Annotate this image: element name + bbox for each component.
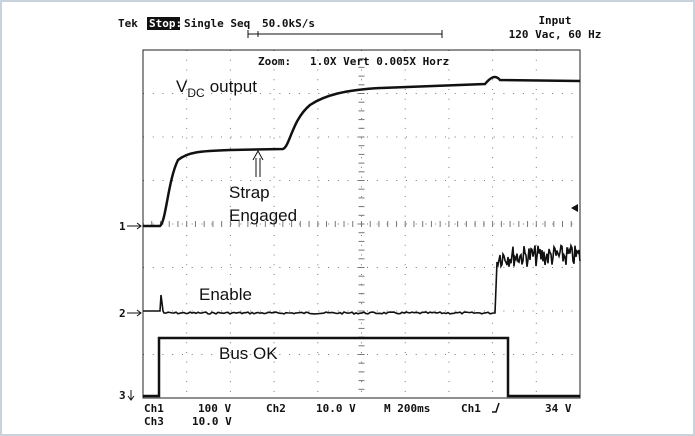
strap-label: Strap — [229, 183, 270, 202]
ch3-trace — [143, 336, 580, 398]
footer-ch1: Ch1 — [144, 402, 164, 415]
mode: Single Seq — [184, 17, 250, 30]
zoom-value: 1.0X Vert 0.005X Horz — [310, 55, 449, 68]
ch1-marker: 1 — [119, 220, 126, 233]
footer-timebase: M 200ms — [384, 402, 430, 415]
vdc-main: V — [176, 77, 188, 96]
bus-ok-label: Bus OK — [219, 344, 278, 363]
status-box — [147, 17, 180, 30]
input-title: Input — [538, 14, 571, 27]
engaged-label: Engaged — [229, 206, 297, 225]
trigger-edge — [492, 402, 500, 413]
footer-ch2: Ch2 — [266, 402, 286, 415]
footer-ch3-scale: 10.0 V — [192, 415, 232, 428]
footer-trigger-ch: Ch1 — [461, 402, 481, 415]
ch1-arrow — [127, 222, 142, 230]
status: Stop: — [149, 17, 182, 30]
ch2-trace — [143, 242, 581, 315]
footer-ch3: Ch3 — [144, 415, 164, 428]
trigger-marker — [571, 204, 578, 212]
vdc-rest: output — [210, 77, 258, 96]
footer-trigger-level: 34 V — [545, 402, 572, 415]
ch3-marker: 3 — [119, 389, 126, 402]
footer-ch2-scale: 10.0 V — [316, 402, 356, 415]
ch1-trace — [143, 75, 581, 228]
footer-ch1-scale: 100 V — [198, 402, 231, 415]
vdc-sub: DC — [187, 86, 205, 100]
brand: Tek — [118, 17, 138, 30]
ch3-arrow — [127, 390, 135, 401]
enable-label: Enable — [199, 285, 252, 304]
ch2-arrow — [127, 309, 142, 317]
screen-border — [142, 49, 581, 399]
rate: 50.0kS/s — [262, 17, 315, 30]
strap-arrow — [252, 149, 264, 177]
zoom-label: Zoom: — [258, 55, 291, 68]
vdc-label: VDC output — [176, 77, 257, 100]
ch2-marker: 2 — [119, 307, 126, 320]
input-value: 120 Vac, 60 Hz — [509, 28, 602, 41]
record-bar — [247, 30, 443, 38]
